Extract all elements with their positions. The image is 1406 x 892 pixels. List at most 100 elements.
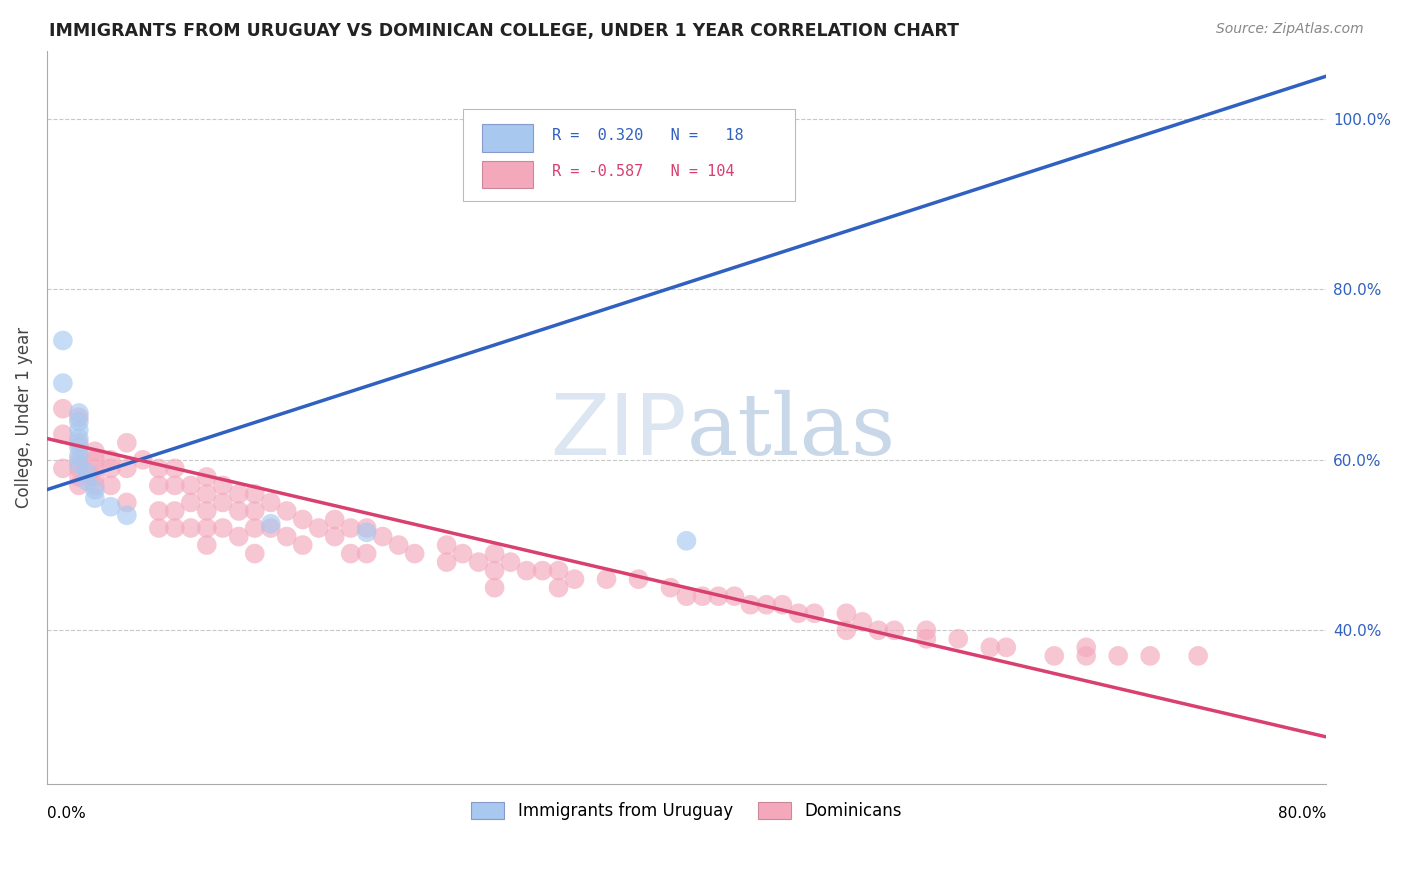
Point bbox=[67, 453, 90, 467]
Point bbox=[516, 564, 538, 578]
Point bbox=[67, 423, 90, 437]
Text: 80.0%: 80.0% bbox=[1278, 805, 1326, 821]
Bar bbox=[482, 161, 533, 188]
Point bbox=[163, 504, 186, 518]
Point bbox=[755, 598, 778, 612]
Point bbox=[100, 453, 122, 467]
Point bbox=[67, 457, 90, 471]
Point bbox=[339, 547, 361, 561]
Point bbox=[228, 487, 250, 501]
Point bbox=[52, 461, 75, 475]
Point bbox=[707, 589, 730, 603]
Point bbox=[675, 533, 697, 548]
Point bbox=[100, 461, 122, 475]
Point bbox=[547, 564, 569, 578]
Point bbox=[388, 538, 411, 552]
Point bbox=[276, 530, 298, 544]
FancyBboxPatch shape bbox=[463, 110, 796, 201]
Point bbox=[195, 470, 218, 484]
Point bbox=[163, 461, 186, 475]
Point bbox=[948, 632, 970, 646]
Point bbox=[115, 495, 138, 509]
Point bbox=[100, 500, 122, 514]
Point bbox=[323, 512, 346, 526]
Point bbox=[291, 512, 314, 526]
Point bbox=[76, 466, 98, 480]
Point bbox=[67, 440, 90, 454]
Point bbox=[115, 435, 138, 450]
Point bbox=[228, 530, 250, 544]
Point bbox=[467, 555, 489, 569]
Point bbox=[356, 547, 378, 561]
Point bbox=[211, 478, 233, 492]
Point bbox=[915, 624, 938, 638]
Text: ZIP: ZIP bbox=[550, 391, 686, 474]
Point bbox=[83, 453, 105, 467]
Point bbox=[67, 435, 90, 450]
Text: atlas: atlas bbox=[686, 391, 896, 474]
Point bbox=[1139, 648, 1161, 663]
Text: R =  0.320   N =   18: R = 0.320 N = 18 bbox=[553, 128, 744, 143]
Point bbox=[67, 470, 90, 484]
Point bbox=[659, 581, 682, 595]
Point bbox=[531, 564, 554, 578]
Point bbox=[52, 401, 75, 416]
Point bbox=[451, 547, 474, 561]
Point bbox=[52, 334, 75, 348]
Point bbox=[675, 589, 697, 603]
Point bbox=[564, 572, 586, 586]
Point bbox=[76, 474, 98, 488]
Point bbox=[260, 521, 283, 535]
Point bbox=[243, 521, 266, 535]
Point bbox=[915, 632, 938, 646]
Point bbox=[195, 538, 218, 552]
Point bbox=[323, 530, 346, 544]
Text: 0.0%: 0.0% bbox=[46, 805, 86, 821]
Point bbox=[851, 615, 873, 629]
Point bbox=[723, 589, 745, 603]
Point bbox=[211, 495, 233, 509]
Point bbox=[979, 640, 1001, 655]
Point bbox=[148, 461, 170, 475]
Point bbox=[243, 487, 266, 501]
Point bbox=[180, 478, 202, 492]
Point bbox=[100, 478, 122, 492]
Point bbox=[1043, 648, 1066, 663]
Point bbox=[148, 478, 170, 492]
Point bbox=[595, 572, 617, 586]
Point bbox=[195, 487, 218, 501]
Point bbox=[132, 453, 155, 467]
Point bbox=[52, 427, 75, 442]
Point bbox=[883, 624, 905, 638]
Legend: Immigrants from Uruguay, Dominicans: Immigrants from Uruguay, Dominicans bbox=[464, 795, 908, 827]
Text: Source: ZipAtlas.com: Source: ZipAtlas.com bbox=[1216, 22, 1364, 37]
Point bbox=[356, 525, 378, 540]
Point bbox=[484, 581, 506, 595]
Point bbox=[163, 521, 186, 535]
Point bbox=[67, 461, 90, 475]
Point bbox=[291, 538, 314, 552]
Point bbox=[148, 521, 170, 535]
Point bbox=[67, 449, 90, 463]
Point bbox=[83, 483, 105, 497]
Point bbox=[83, 444, 105, 458]
Point bbox=[547, 581, 569, 595]
Point bbox=[868, 624, 890, 638]
Point bbox=[260, 495, 283, 509]
Point bbox=[67, 478, 90, 492]
Point bbox=[308, 521, 330, 535]
Point bbox=[180, 521, 202, 535]
Point bbox=[83, 478, 105, 492]
Point bbox=[339, 521, 361, 535]
Point bbox=[115, 461, 138, 475]
Text: IMMIGRANTS FROM URUGUAY VS DOMINICAN COLLEGE, UNDER 1 YEAR CORRELATION CHART: IMMIGRANTS FROM URUGUAY VS DOMINICAN COL… bbox=[49, 22, 959, 40]
Point bbox=[995, 640, 1018, 655]
Point bbox=[163, 478, 186, 492]
Point bbox=[115, 508, 138, 523]
Point bbox=[83, 470, 105, 484]
Point bbox=[627, 572, 650, 586]
Point bbox=[211, 521, 233, 535]
Point bbox=[787, 607, 810, 621]
Point bbox=[803, 607, 825, 621]
Point bbox=[195, 504, 218, 518]
